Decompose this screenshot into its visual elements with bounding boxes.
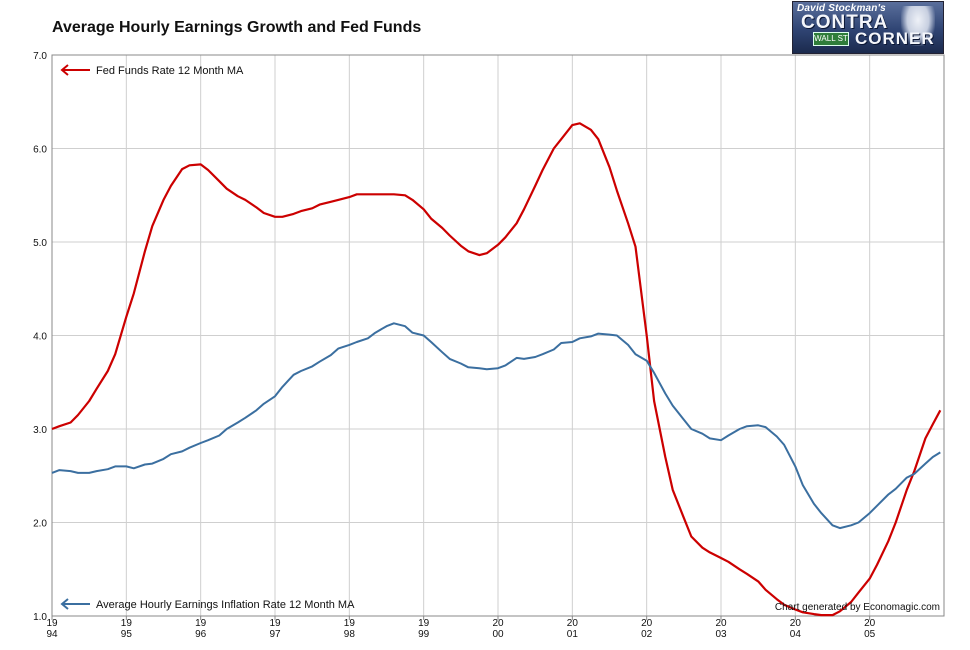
x-axis: 1994199519961997199819992000200120022003… [46,616,876,640]
y-tick-label: 5.0 [33,238,47,249]
x-tick-label-year: 99 [418,629,430,640]
legend-fed-funds-label: Fed Funds Rate 12 Month MA [96,65,244,77]
logo-byline: David Stockman's [797,3,886,14]
x-tick-label-century: 20 [492,618,504,629]
x-tick-label-year: 01 [567,629,579,640]
x-tick-label-year: 96 [195,629,207,640]
x-tick-label-year: 98 [344,629,356,640]
legend-fed-funds: Fed Funds Rate 12 Month MA [60,64,244,77]
logo-word-corner: CORNER [855,29,935,48]
y-tick-label: 1.0 [33,612,47,623]
legend-earnings-label: Average Hourly Earnings Inflation Rate 1… [96,599,355,611]
x-tick-label-year: 05 [864,629,876,640]
legend-earnings: Average Hourly Earnings Inflation Rate 1… [60,598,355,611]
series-lines [51,122,942,617]
x-tick-label-century: 20 [641,618,653,629]
x-tick-label-century: 20 [567,618,579,629]
x-tick-label-year: 02 [641,629,653,640]
x-tick-label-year: 04 [790,629,802,640]
chart-credit: Chart generated by Economagic.com [775,602,940,613]
x-tick-label-year: 94 [46,629,58,640]
x-tick-label-year: 97 [269,629,281,640]
wall-street-sign-icon: WALL ST [813,32,849,46]
earnings-line [51,322,941,530]
x-tick-label-century: 19 [121,618,133,629]
y-tick-label: 6.0 [33,145,47,156]
contra-corner-logo: David Stockman's CONTRA WALL ST CORNER [792,1,944,54]
grid-lines [51,54,944,617]
x-tick-label-century: 20 [790,618,802,629]
x-tick-label-century: 20 [864,618,876,629]
x-tick-label-year: 03 [715,629,727,640]
y-tick-label: 3.0 [33,425,47,436]
x-tick-label-year: 95 [121,629,133,640]
logo-word-contra: CONTRA [801,12,889,33]
chart-title: Average Hourly Earnings Growth and Fed F… [52,19,422,36]
x-tick-label-century: 19 [269,618,281,629]
x-tick-label-century: 19 [46,618,58,629]
x-tick-label-century: 19 [418,618,430,629]
y-axis: 1.0 2.0 3.0 4.0 5.0 6.0 7.0 [33,51,47,623]
fed-funds-line [51,122,942,617]
capitol-dome-icon [901,6,935,46]
x-tick-label-century: 19 [195,618,207,629]
x-tick-label-century: 19 [344,618,356,629]
x-tick-label-century: 20 [715,618,727,629]
y-tick-label: 2.0 [33,519,47,530]
y-tick-label: 4.0 [33,332,47,343]
x-tick-label-year: 00 [492,629,504,640]
y-tick-label: 7.0 [33,51,47,62]
